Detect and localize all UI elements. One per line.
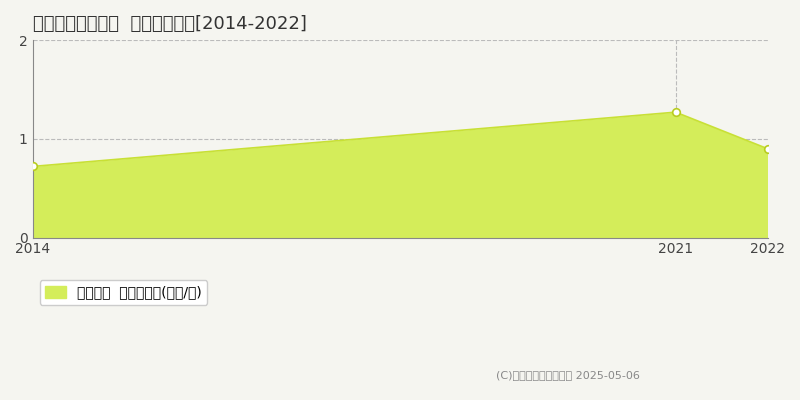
Text: (C)土地価格ドットコム 2025-05-06: (C)土地価格ドットコム 2025-05-06 bbox=[496, 370, 640, 380]
Point bbox=[26, 163, 39, 170]
Text: 上川郡剣淵町緑町  土地価格推移[2014-2022]: 上川郡剣淵町緑町 土地価格推移[2014-2022] bbox=[33, 15, 306, 33]
Point bbox=[670, 109, 682, 115]
Point bbox=[761, 146, 774, 152]
Legend: 土地価格  平均坪単価(万円/坪): 土地価格 平均坪単価(万円/坪) bbox=[39, 280, 207, 305]
